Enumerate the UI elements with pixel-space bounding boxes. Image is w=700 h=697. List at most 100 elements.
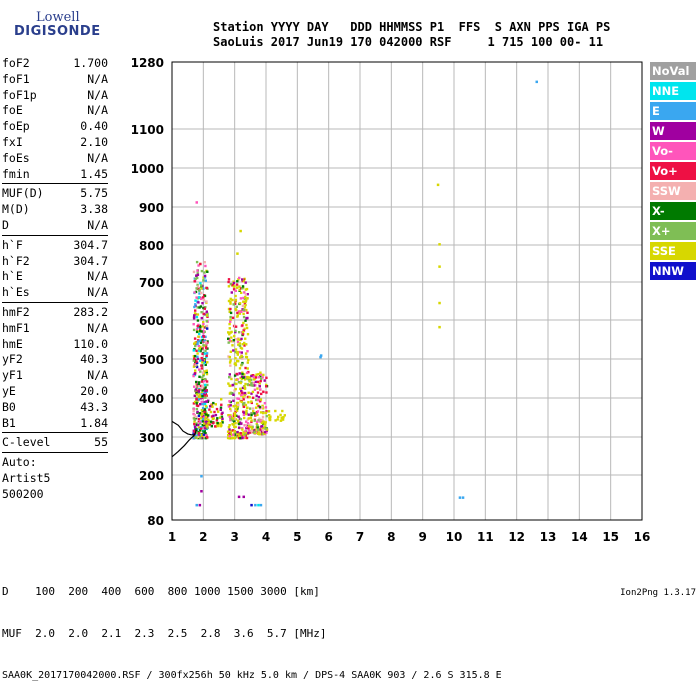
- x-tick-label: 1: [168, 530, 176, 544]
- data-point: [233, 374, 237, 377]
- data-point: [267, 410, 271, 413]
- data-point: [236, 430, 239, 434]
- data-point: [203, 307, 206, 310]
- data-point: [234, 425, 237, 429]
- data-point: [262, 420, 265, 423]
- data-point: [233, 302, 237, 305]
- data-point: [197, 414, 201, 418]
- data-point: [243, 385, 246, 388]
- data-point: [259, 379, 262, 383]
- legend-item-noval: NoVal: [650, 62, 696, 80]
- data-point: [234, 338, 238, 341]
- data-point: [219, 408, 222, 411]
- data-point: [250, 374, 253, 378]
- param-value: 0.40: [80, 119, 108, 134]
- data-point: [244, 352, 248, 355]
- data-point: [238, 276, 241, 280]
- profile-trace: [171, 420, 197, 436]
- data-point: [243, 306, 247, 309]
- data-point: [232, 349, 235, 352]
- data-point: [193, 418, 197, 422]
- data-point: [195, 315, 199, 319]
- param-separator: [2, 432, 108, 434]
- data-point: [194, 299, 197, 302]
- data-point: [229, 300, 232, 303]
- data-point: [232, 417, 235, 420]
- data-point: [228, 424, 231, 427]
- version-label: Ion2Png 1.3.17: [620, 588, 696, 598]
- data-point: [242, 436, 246, 439]
- data-point: [251, 430, 255, 433]
- data-point: [234, 407, 237, 411]
- data-point: [196, 352, 199, 355]
- data-point: [236, 252, 239, 255]
- data-point: [239, 376, 242, 380]
- data-point: [199, 341, 203, 344]
- data-point: [227, 307, 231, 311]
- data-point: [256, 413, 259, 417]
- data-point: [193, 357, 196, 360]
- data-point: [235, 382, 238, 386]
- data-point: [256, 426, 259, 429]
- data-point: [232, 281, 236, 285]
- data-point: [257, 404, 260, 408]
- data-point: [237, 338, 240, 341]
- data-point: [197, 418, 201, 421]
- y-tick-label: 80: [147, 514, 164, 528]
- data-point: [229, 431, 233, 435]
- data-point: [200, 269, 204, 273]
- data-point: [192, 328, 196, 332]
- data-point: [238, 331, 241, 334]
- data-point: [199, 397, 203, 400]
- data-point: [233, 430, 236, 433]
- data-point: [249, 431, 252, 434]
- data-point: [242, 315, 246, 319]
- data-point: [256, 398, 260, 402]
- data-point: [200, 311, 203, 314]
- y-tick-label: 200: [139, 469, 164, 483]
- data-point: [237, 403, 240, 407]
- data-point: [241, 332, 245, 336]
- data-point: [193, 342, 196, 345]
- data-point: [248, 423, 251, 426]
- data-point: [201, 338, 204, 342]
- data-point: [246, 383, 250, 386]
- data-point: [197, 296, 201, 299]
- data-point: [237, 310, 241, 313]
- data-point: [205, 354, 208, 357]
- data-point: [244, 300, 247, 303]
- data-point: [203, 352, 207, 355]
- data-point: [200, 490, 203, 493]
- data-point: [240, 310, 243, 313]
- data-point: [193, 314, 196, 317]
- data-point: [438, 301, 441, 305]
- data-point: [221, 411, 224, 414]
- data-point: [237, 278, 240, 281]
- data-point: [252, 375, 255, 379]
- data-point: [234, 329, 237, 333]
- data-point: [228, 361, 232, 364]
- data-point: [206, 327, 209, 330]
- data-point: [204, 386, 207, 389]
- data-point: [238, 392, 241, 395]
- data-point: [202, 433, 205, 436]
- data-point: [261, 425, 264, 428]
- data-point: [241, 278, 244, 281]
- data-point: [229, 359, 232, 362]
- data-point: [282, 416, 285, 419]
- data-point: [244, 429, 247, 433]
- data-point: [234, 348, 238, 351]
- data-point: [237, 422, 241, 426]
- data-point: [241, 428, 244, 431]
- data-point: [250, 420, 253, 424]
- data-point: [196, 355, 199, 358]
- data-point: [195, 428, 198, 431]
- chart-points: [192, 80, 538, 507]
- data-point: [203, 391, 206, 395]
- data-point: [196, 319, 200, 322]
- data-point: [257, 395, 261, 399]
- data-point: [230, 433, 233, 437]
- data-point: [227, 434, 230, 437]
- data-point: [250, 424, 253, 427]
- data-point: [243, 344, 246, 347]
